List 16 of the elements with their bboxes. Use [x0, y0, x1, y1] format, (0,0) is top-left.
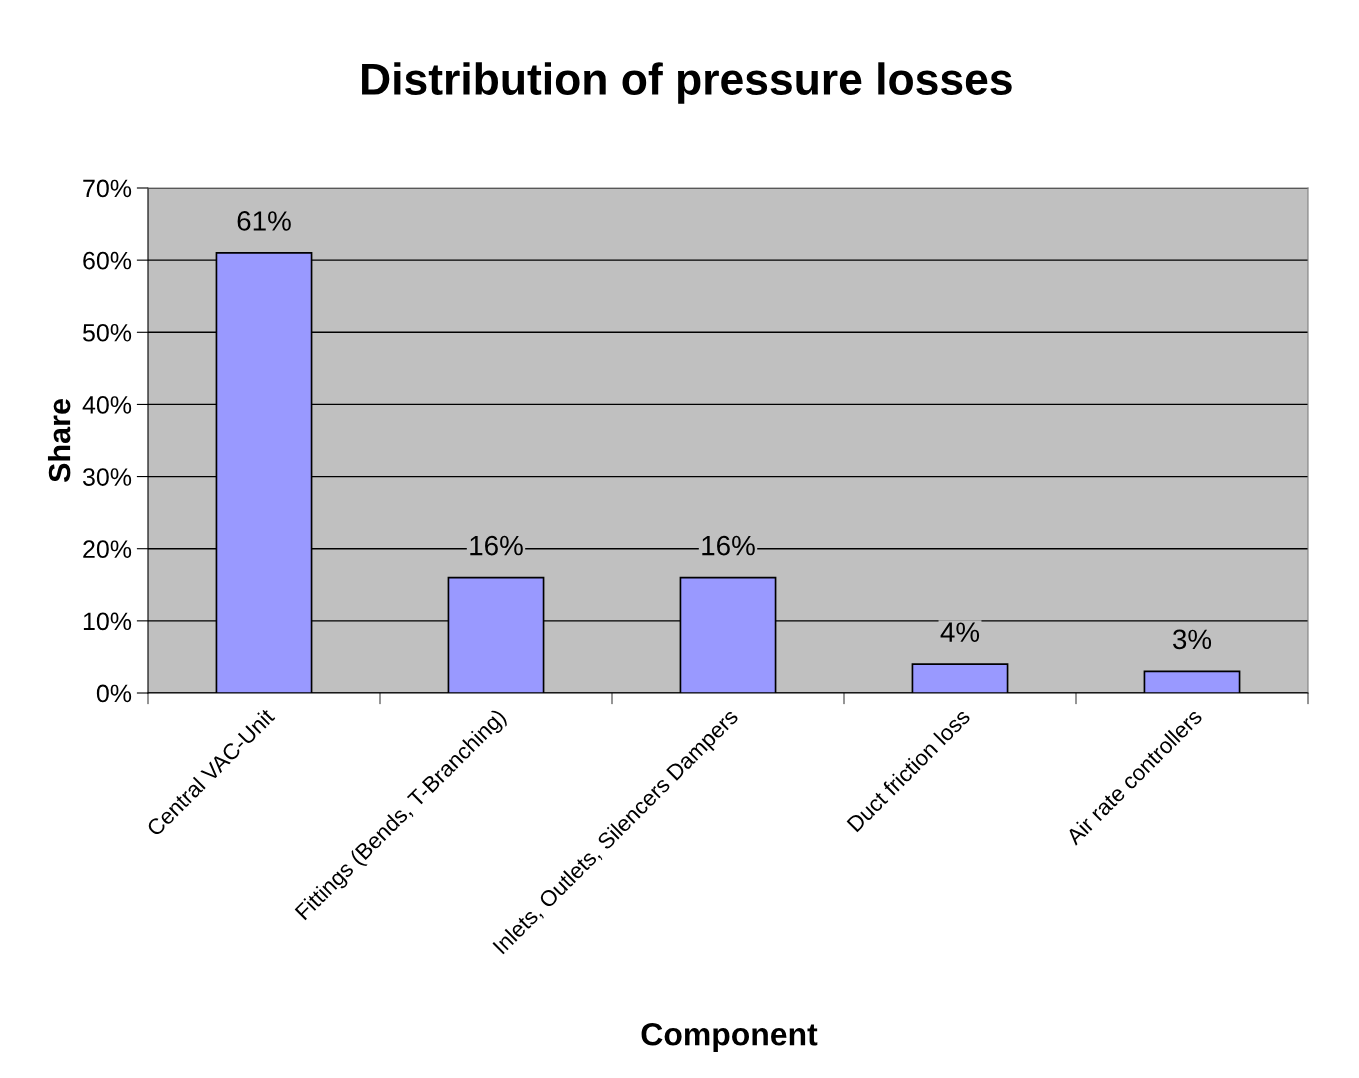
chart-title: Distribution of pressure losses [362, 62, 1012, 104]
data-label: 61% [237, 211, 291, 231]
y-tick-label: 20% [83, 540, 132, 559]
data-label: 16% [470, 535, 523, 556]
y-tick-label: 40% [82, 396, 132, 414]
y-axis-title: Share [47, 399, 71, 483]
x-axis-title: Component [641, 1022, 818, 1052]
data-label: 3% [1172, 629, 1212, 650]
data-label: 4% [940, 622, 980, 642]
y-tick-label: 50% [82, 323, 132, 342]
y-tick-label: 60% [83, 251, 132, 270]
y-tick-label: 30% [82, 468, 132, 486]
y-tick-label: 0% [96, 684, 132, 703]
y-tick-label: 10% [83, 612, 132, 631]
y-tick-label: 70% [83, 179, 132, 198]
data-label: 16% [702, 535, 755, 556]
